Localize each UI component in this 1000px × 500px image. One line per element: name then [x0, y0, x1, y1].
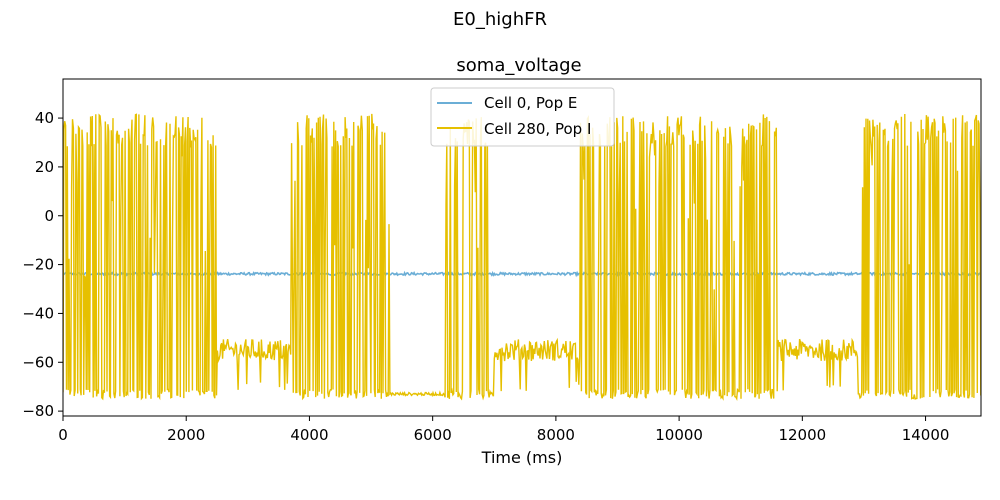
x-axis-label: Time (ms)	[481, 448, 563, 467]
x-tick-label: 2000	[167, 426, 205, 444]
y-axis: −80 −60 −40 −20 0 20 40	[22, 109, 63, 420]
y-tick-label: 40	[35, 109, 54, 127]
y-tick-label: −40	[22, 304, 54, 322]
x-tick-label: 8000	[537, 426, 575, 444]
plot-area	[62, 78, 982, 417]
legend-label-cell-280: Cell 280, Pop I	[484, 120, 591, 138]
y-tick-label: 20	[35, 158, 54, 176]
y-tick-label: −80	[22, 402, 54, 420]
x-tick-label: 14000	[902, 426, 950, 444]
y-tick-label: 0	[44, 207, 54, 225]
axes-frame	[62, 78, 982, 417]
y-tick-label: −60	[22, 353, 54, 371]
x-tick-label: 10000	[655, 426, 703, 444]
x-tick-label: 6000	[414, 426, 452, 444]
x-tick-label: 0	[58, 426, 68, 444]
legend: Cell 0, Pop E Cell 280, Pop I	[430, 87, 615, 147]
axes-title: soma_voltage	[456, 55, 581, 76]
x-tick-label: 12000	[778, 426, 826, 444]
figure-suptitle: E0_highFR	[453, 9, 547, 30]
legend-box	[430, 87, 615, 147]
legend-label-cell-0: Cell 0, Pop E	[484, 94, 577, 112]
y-tick-label: −20	[22, 256, 54, 274]
series-layer	[63, 113, 981, 402]
x-axis: 0 2000 4000 6000 8000 10000 12000 14000	[58, 416, 949, 444]
x-tick-label: 4000	[290, 426, 328, 444]
series-line-cell-280	[63, 113, 981, 402]
